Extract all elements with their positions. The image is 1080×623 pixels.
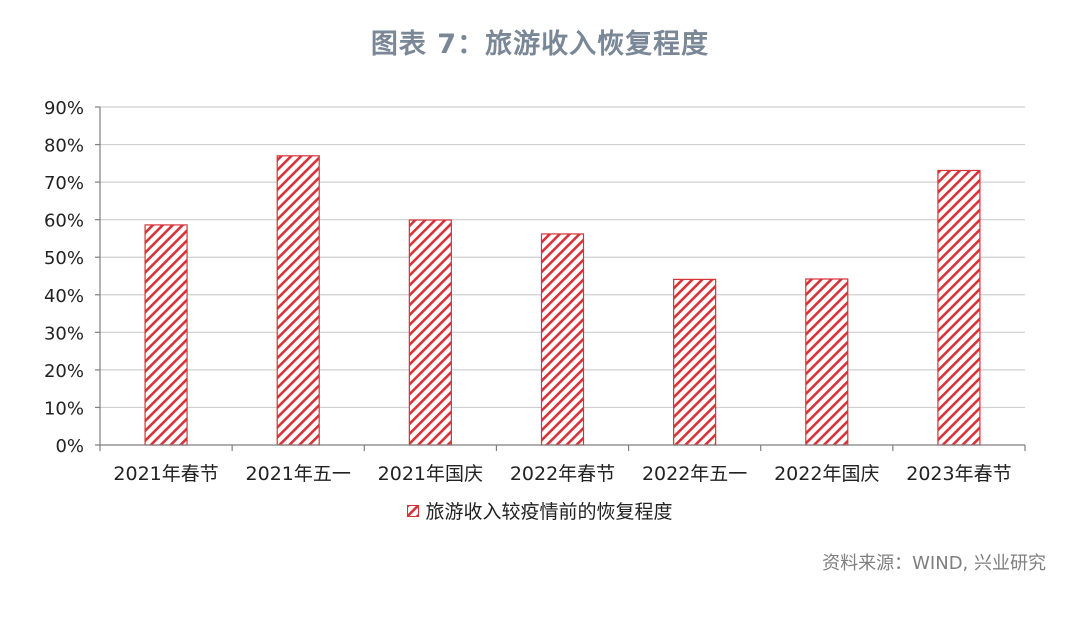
bar bbox=[673, 278, 717, 446]
x-tick-label: 2022年国庆 bbox=[774, 463, 879, 485]
bar bbox=[144, 224, 188, 446]
x-tick-label: 2021年春节 bbox=[113, 463, 218, 485]
bar bbox=[408, 219, 452, 446]
y-tick-label: 60% bbox=[44, 211, 84, 232]
y-tick-label: 0% bbox=[55, 436, 84, 457]
x-tick-label: 2021年国庆 bbox=[378, 463, 483, 485]
x-tick-label: 2021年五一 bbox=[246, 463, 351, 485]
axes bbox=[95, 106, 1026, 451]
bar bbox=[276, 155, 320, 446]
y-tick-label: 50% bbox=[44, 248, 84, 269]
y-tick-label: 30% bbox=[44, 323, 84, 344]
y-tick-labels: 0% 10% 20% 30% 40% 50% 60% 70% 80% 90% bbox=[44, 98, 84, 457]
y-tick-label: 20% bbox=[44, 361, 84, 382]
x-tick-label: 2022年五一 bbox=[642, 463, 747, 485]
bar bbox=[937, 169, 981, 446]
bar bbox=[540, 233, 585, 446]
legend-label: 旅游收入较疫情前的恢复程度 bbox=[425, 501, 673, 523]
source-note: 资料来源：WIND, 兴业研究 bbox=[822, 553, 1046, 574]
x-tick-labels: 2021年春节 2021年五一 2021年国庆 2022年春节 2022年五一 2022年… bbox=[113, 463, 1011, 485]
y-tick-label: 10% bbox=[44, 398, 84, 419]
x-tick-label: 2022年春节 bbox=[510, 463, 615, 485]
legend-swatch bbox=[407, 504, 420, 517]
x-tick-label: 2023年春节 bbox=[906, 463, 1011, 485]
bar bbox=[805, 278, 849, 446]
y-tick-label: 90% bbox=[44, 98, 84, 119]
chart-title: 图表 7：旅游收入恢复程度 bbox=[370, 29, 710, 60]
legend: 旅游收入较疫情前的恢复程度 bbox=[0, 497, 1080, 524]
y-tick-label: 40% bbox=[44, 286, 84, 307]
y-tick-label: 70% bbox=[44, 173, 84, 194]
y-tick-label: 80% bbox=[44, 136, 84, 157]
bars bbox=[144, 155, 981, 446]
